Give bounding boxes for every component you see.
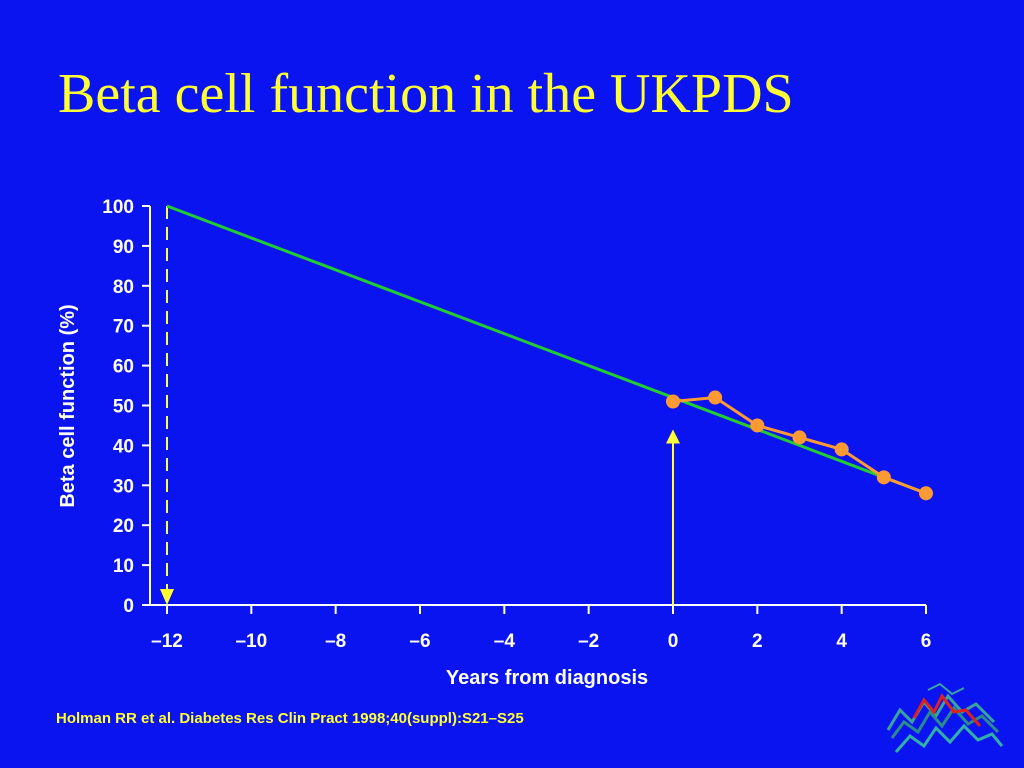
observed-point xyxy=(708,390,723,405)
axes: 0 10 20 30 40 50 60 70 80 90 100 –12 –10 –8 –6 –4 –2 0 2 4 6 xyxy=(102,197,931,652)
y-tick-label: 80 xyxy=(113,277,134,298)
x-tick-label: –2 xyxy=(578,631,599,652)
y-tick-label: 10 xyxy=(113,556,134,577)
observed-point xyxy=(834,442,849,457)
observed-point xyxy=(792,430,807,445)
y-tick-label: 30 xyxy=(113,476,134,497)
x-tick-label: 2 xyxy=(752,631,763,652)
mountains-logo xyxy=(886,682,1004,753)
x-tick-label: –8 xyxy=(325,631,346,652)
slide-title: Beta cell function in the UKPDS xyxy=(58,63,794,125)
trend-line xyxy=(166,204,927,495)
y-tick-label: 60 xyxy=(113,357,134,378)
observed-point xyxy=(666,394,680,409)
x-axis-label: Years from diagnosis xyxy=(446,667,648,689)
beta-cell-chart: 0 10 20 30 40 50 60 70 80 90 100 –12 –10 –8 –6 –4 –2 0 2 4 6… xyxy=(57,197,933,689)
x-tick-label: 0 xyxy=(668,631,679,652)
citation: Holman RR et al. Diabetes Res Clin Pract… xyxy=(56,710,524,727)
y-axis-label: Beta cell function (%) xyxy=(57,304,79,507)
y-tick-label: 70 xyxy=(113,317,134,338)
x-tick-label: –10 xyxy=(235,631,267,652)
dashed-arrow-head xyxy=(160,589,174,605)
x-tick-label: –6 xyxy=(409,631,430,652)
observed-point xyxy=(919,486,933,501)
y-tick-label: 0 xyxy=(123,596,134,617)
y-tick-label: 20 xyxy=(113,516,134,537)
y-tick-label: 50 xyxy=(113,397,134,418)
annotations xyxy=(160,206,680,605)
x-tick-label: 6 xyxy=(921,631,932,652)
y-tick-label: 90 xyxy=(113,237,134,258)
y-tick-label: 100 xyxy=(102,197,134,218)
y-tick-label: 40 xyxy=(113,436,134,457)
x-tick-label: –12 xyxy=(151,631,183,652)
series xyxy=(166,204,933,501)
observed-point xyxy=(876,470,891,485)
x-tick-label: –4 xyxy=(494,631,516,652)
diagnosis-arrow-head xyxy=(666,429,680,444)
observed-point xyxy=(750,418,765,433)
x-tick-label: 4 xyxy=(836,631,847,652)
